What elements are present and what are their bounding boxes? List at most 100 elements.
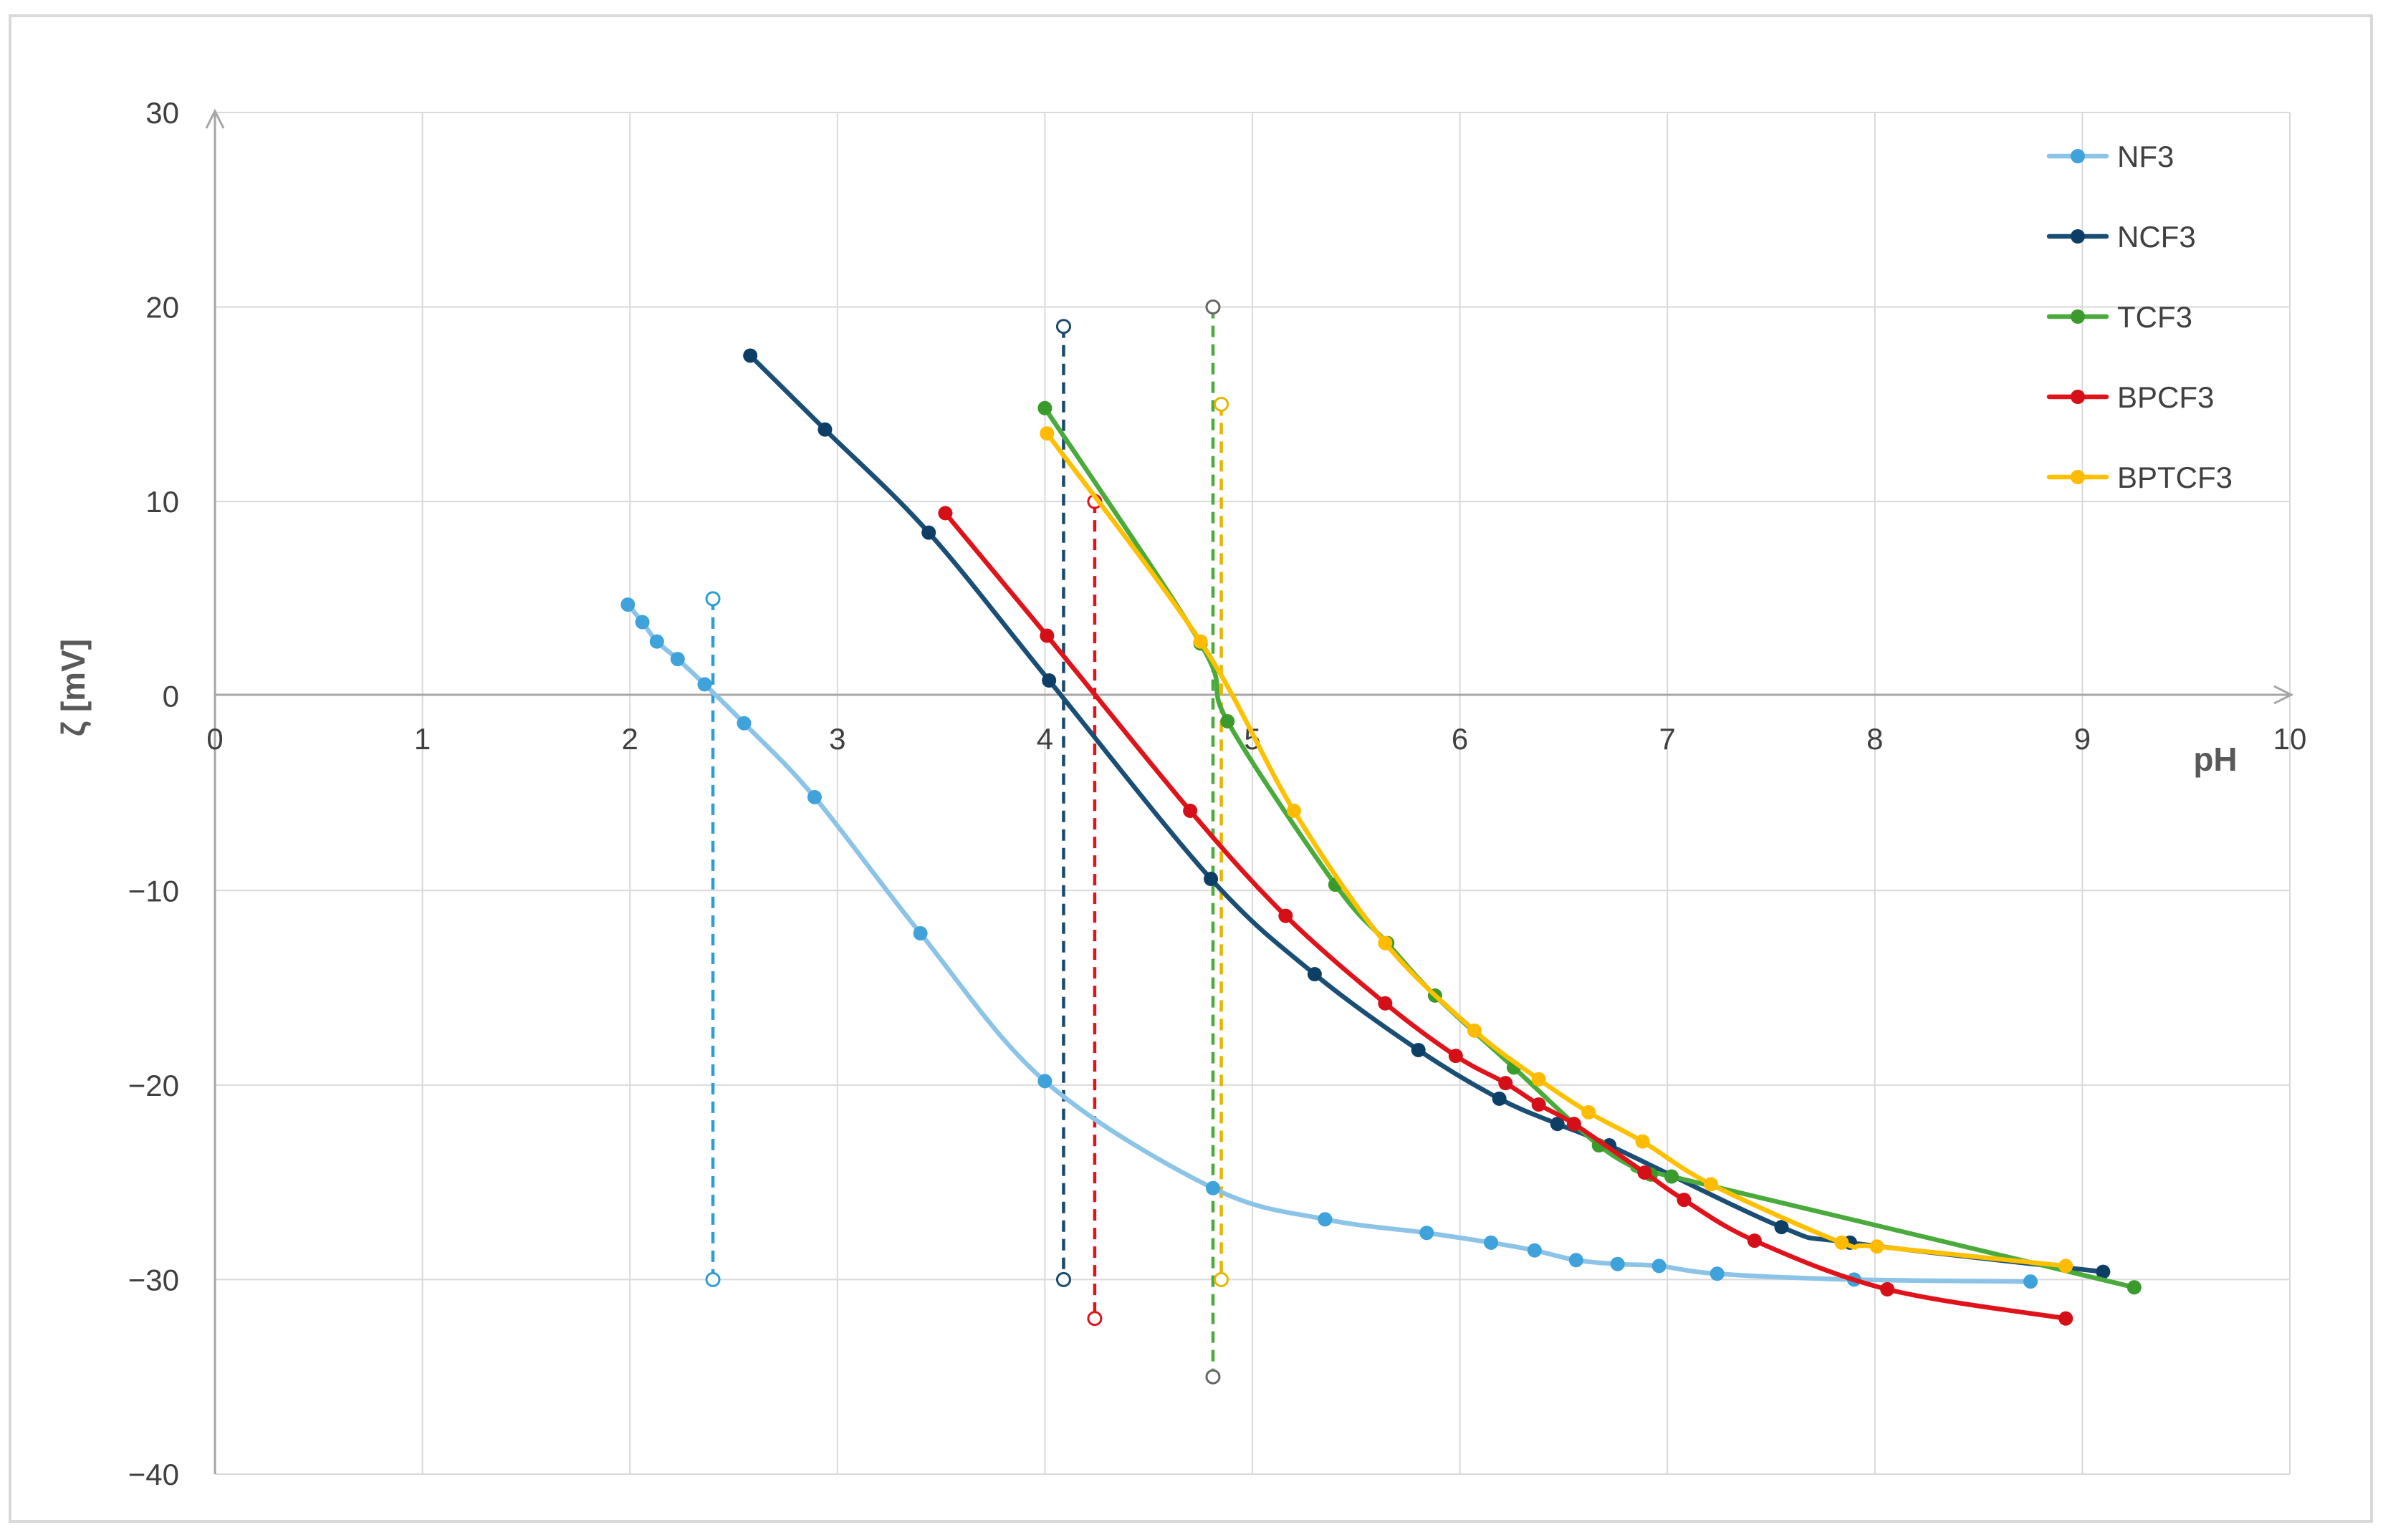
data-point-NF3 [620,597,636,612]
data-point-TCF3 [1664,1169,1679,1184]
legend-swatch-marker [2071,149,2085,163]
data-point-NF3 [649,634,664,649]
data-point-BPCF3 [1498,1076,1513,1091]
iep-marker-bottom-BPCF3 [1087,1311,1103,1327]
legend-item-BPCF3: BPCF3 [2046,380,2214,414]
y-axis-arrow [205,108,225,129]
iep-markers [705,299,1229,1385]
data-point-BPCF3 [2058,1311,2073,1326]
data-point-TCF3 [1037,400,1053,415]
data-point-NCF3 [1042,673,1057,688]
data-point-NF3 [1037,1074,1053,1089]
x-tick-label: 9 [2074,722,2091,756]
data-point-BPTCF3 [1704,1177,1719,1192]
data-point-BPTCF3 [1834,1235,1849,1250]
legend-swatch-marker [2071,470,2085,484]
data-point-NCF3 [743,348,758,363]
data-point-BPTCF3 [1286,803,1301,818]
x-tick-label: 0 [206,722,223,756]
data-point-BPTCF3 [1531,1072,1546,1087]
y-axis-title: ζ [mV] [54,639,92,736]
data-point-BPTCF3 [1581,1105,1596,1120]
legend-item-NCF3: NCF3 [2046,220,2196,254]
legend-swatch-marker [2071,309,2085,324]
x-tick-label: 6 [1452,722,1468,756]
data-point-BPCF3 [1637,1165,1652,1180]
iep-marker-top-TCF3 [1205,299,1221,315]
legend-label: TCF3 [2117,300,2192,334]
data-point-NF3 [1419,1226,1434,1241]
iep-marker-bottom-BPTCF3 [1214,1271,1229,1287]
y-tick-label: 0 [163,680,179,713]
data-point-NCF3 [1411,1042,1426,1057]
y-tick-label: −30 [128,1263,179,1296]
data-point-BPTCF3 [1378,935,1393,951]
data-point-BPCF3 [1378,996,1393,1011]
y-tick-label: −40 [128,1458,179,1491]
data-point-NF3 [1205,1180,1220,1195]
x-tick-label: 10 [2273,722,2307,756]
data-point-NF3 [737,716,752,731]
data-point-NCF3 [1492,1091,1507,1106]
data-point-NF3 [913,926,928,941]
data-point-NF3 [1484,1235,1499,1250]
legend-label: BPTCF3 [2117,461,2233,494]
data-point-BPTCF3 [2058,1259,2073,1274]
data-point-BPTCF3 [1467,1023,1482,1038]
x-tick-label: 5 [1244,722,1260,756]
y-tick-label: 10 [145,485,179,519]
tick-labels: 0 1 2 3 4 5 6 7 8 9 10 −40 −30 −20 −10 0 10 20 30 [128,96,2307,1491]
x-tick-label: 4 [1037,722,1053,756]
legend-item-BPTCF3: BPTCF3 [2046,461,2233,494]
x-tick-label: 8 [1866,722,1883,756]
data-point-BPCF3 [1566,1117,1581,1132]
data-point-BPCF3 [1747,1233,1762,1248]
legend-swatch-marker [2071,229,2085,244]
data-point-NCF3 [1307,967,1322,982]
legend-item-NF3: NF3 [2046,140,2174,173]
y-tick-label: 20 [145,291,179,324]
x-tick-label: 3 [829,722,845,756]
data-point-BPCF3 [1040,628,1055,643]
chart-border [9,14,2373,1523]
iep-marker-bottom-NF3 [705,1271,721,1287]
series-BPTCF3 [1040,426,2073,1274]
data-point-NF3 [1610,1256,1625,1271]
legend-item-TCF3: TCF3 [2046,300,2192,334]
data-point-TCF3 [2127,1280,2142,1295]
data-point-BPCF3 [1448,1049,1463,1064]
data-point-TCF3 [1220,714,1235,729]
data-point-NCF3 [2096,1264,2111,1279]
iep-marker-bottom-NCF3 [1055,1271,1071,1287]
data-point-BPCF3 [1278,908,1293,923]
data-point-NCF3 [921,525,936,540]
data-point-BPCF3 [1880,1282,1895,1297]
x-axis-arrow [2273,685,2294,705]
data-point-NF3 [697,677,712,692]
data-point-BPCF3 [1677,1193,1692,1208]
iep-marker-top-NF3 [705,591,721,607]
legend-label: NCF3 [2117,220,2196,254]
data-point-NCF3 [1550,1117,1565,1132]
data-point-BPCF3 [1531,1097,1546,1112]
legend-swatch-marker [2071,390,2085,404]
data-point-NF3 [635,615,650,630]
data-point-NCF3 [1774,1220,1789,1235]
data-point-NF3 [2023,1274,2038,1289]
iep-marker-top-BPTCF3 [1214,396,1229,412]
legend-label: NF3 [2117,140,2174,173]
data-point-BPCF3 [938,506,953,521]
x-tick-label: 1 [414,722,431,756]
y-tick-label: −20 [128,1069,179,1102]
iep-marker-bottom-TCF3 [1205,1369,1221,1385]
series-lines [620,348,2142,1326]
legend-label: BPCF3 [2117,380,2214,414]
x-axis-title: pH [2193,741,2237,778]
series-BPCF3 [938,506,2073,1326]
data-point-BPTCF3 [1193,634,1208,649]
legend: NF3 NCF3 TCF3 BPCF3 BPTCF3 [2046,140,2233,494]
data-point-NF3 [1710,1266,1725,1281]
iep-marker-top-NCF3 [1055,319,1071,335]
y-tick-label: 30 [145,96,179,130]
